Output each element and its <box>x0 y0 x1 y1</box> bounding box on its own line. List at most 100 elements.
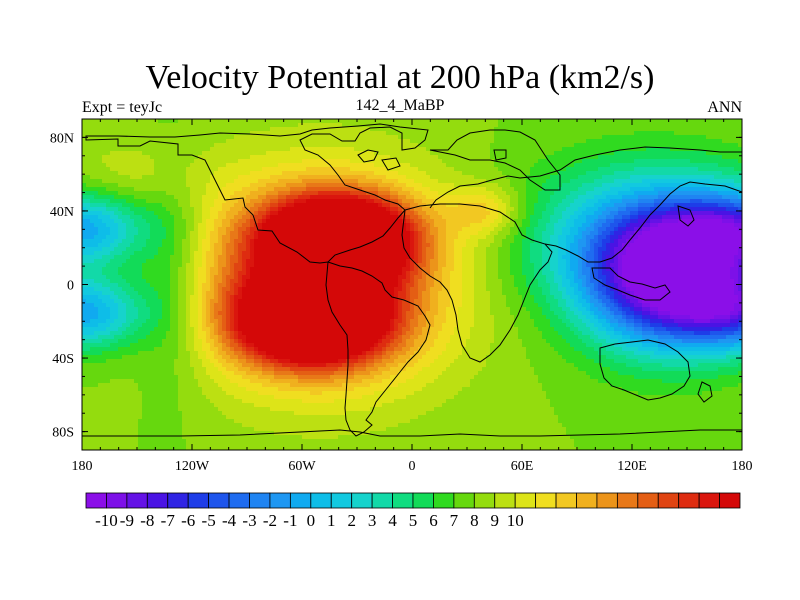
field-cell <box>598 183 603 188</box>
field-cell <box>170 179 175 184</box>
field-cell <box>394 223 399 228</box>
field-cell <box>254 155 259 160</box>
field-cell <box>246 199 251 204</box>
field-cell <box>258 207 263 212</box>
field-cell <box>626 131 631 136</box>
field-cell <box>470 211 475 216</box>
field-cell <box>634 211 639 216</box>
field-cell <box>502 231 507 236</box>
field-cell <box>102 163 107 168</box>
field-cell <box>438 159 443 164</box>
field-cell <box>522 159 527 164</box>
field-cell <box>146 199 151 204</box>
field-cell <box>410 167 415 172</box>
field-cell <box>322 199 327 204</box>
field-cell <box>122 123 127 128</box>
field-cell <box>534 151 539 156</box>
field-cell <box>290 171 295 176</box>
field-cell <box>466 199 471 204</box>
field-cell <box>586 131 591 136</box>
field-cell <box>686 163 691 168</box>
field-cell <box>98 187 103 192</box>
field-cell <box>266 119 271 124</box>
field-cell <box>382 119 387 124</box>
field-cell <box>634 191 639 196</box>
field-cell <box>606 195 611 200</box>
field-cell <box>570 227 575 232</box>
field-cell <box>494 123 499 128</box>
field-cell <box>162 211 167 216</box>
field-cell <box>730 179 735 184</box>
field-cell <box>598 211 603 216</box>
field-cell <box>106 175 111 180</box>
field-cell <box>322 163 327 168</box>
field-cell <box>134 187 139 192</box>
field-cell <box>150 203 155 208</box>
field-cell <box>90 235 95 240</box>
field-cell <box>218 227 223 232</box>
field-cell <box>562 139 567 144</box>
field-cell <box>266 167 271 172</box>
field-cell <box>662 183 667 188</box>
field-cell <box>718 207 723 212</box>
field-cell <box>694 227 699 232</box>
field-cell <box>434 175 439 180</box>
field-cell <box>230 223 235 228</box>
field-cell <box>366 139 371 144</box>
field-cell <box>510 143 515 148</box>
field-cell <box>282 167 287 172</box>
field-cell <box>586 147 591 152</box>
field-cell <box>90 179 95 184</box>
field-cell <box>450 219 455 224</box>
field-cell <box>210 159 215 164</box>
field-cell <box>438 155 443 160</box>
field-cell <box>710 203 715 208</box>
field-cell <box>546 183 551 188</box>
field-cell <box>530 227 535 232</box>
field-cell <box>702 167 707 172</box>
field-cell <box>162 171 167 176</box>
field-cell <box>614 159 619 164</box>
field-cell <box>310 131 315 136</box>
field-cell <box>110 155 115 160</box>
field-cell <box>658 175 663 180</box>
field-cell <box>730 175 735 180</box>
field-cell <box>506 179 511 184</box>
field-cell <box>490 211 495 216</box>
field-cell <box>382 235 387 240</box>
field-cell <box>486 191 491 196</box>
field-cell <box>450 235 455 240</box>
field-cell <box>454 159 459 164</box>
field-cell <box>206 195 211 200</box>
field-cell <box>482 187 487 192</box>
field-cell <box>726 215 731 220</box>
field-cell <box>558 143 563 148</box>
field-cell <box>446 123 451 128</box>
field-cell <box>586 155 591 160</box>
field-cell <box>314 139 319 144</box>
field-cell <box>474 155 479 160</box>
field-cell <box>502 187 507 192</box>
field-cell <box>582 135 587 140</box>
field-cell <box>386 131 391 136</box>
field-cell <box>522 151 527 156</box>
field-cell <box>310 119 315 124</box>
field-cell <box>630 147 635 152</box>
field-cell <box>502 147 507 152</box>
field-cell <box>226 167 231 172</box>
field-cell <box>726 119 731 124</box>
field-cell <box>566 119 571 124</box>
field-cell <box>506 231 511 236</box>
field-cell <box>190 227 195 232</box>
field-cell <box>590 199 595 204</box>
field-cell <box>598 119 603 124</box>
field-cell <box>594 215 599 220</box>
field-cell <box>178 135 183 140</box>
field-cell <box>558 139 563 144</box>
field-cell <box>114 171 119 176</box>
field-cell <box>190 235 195 240</box>
field-cell <box>422 215 427 220</box>
field-cell <box>650 187 655 192</box>
field-cell <box>82 139 87 144</box>
field-cell <box>86 163 91 168</box>
